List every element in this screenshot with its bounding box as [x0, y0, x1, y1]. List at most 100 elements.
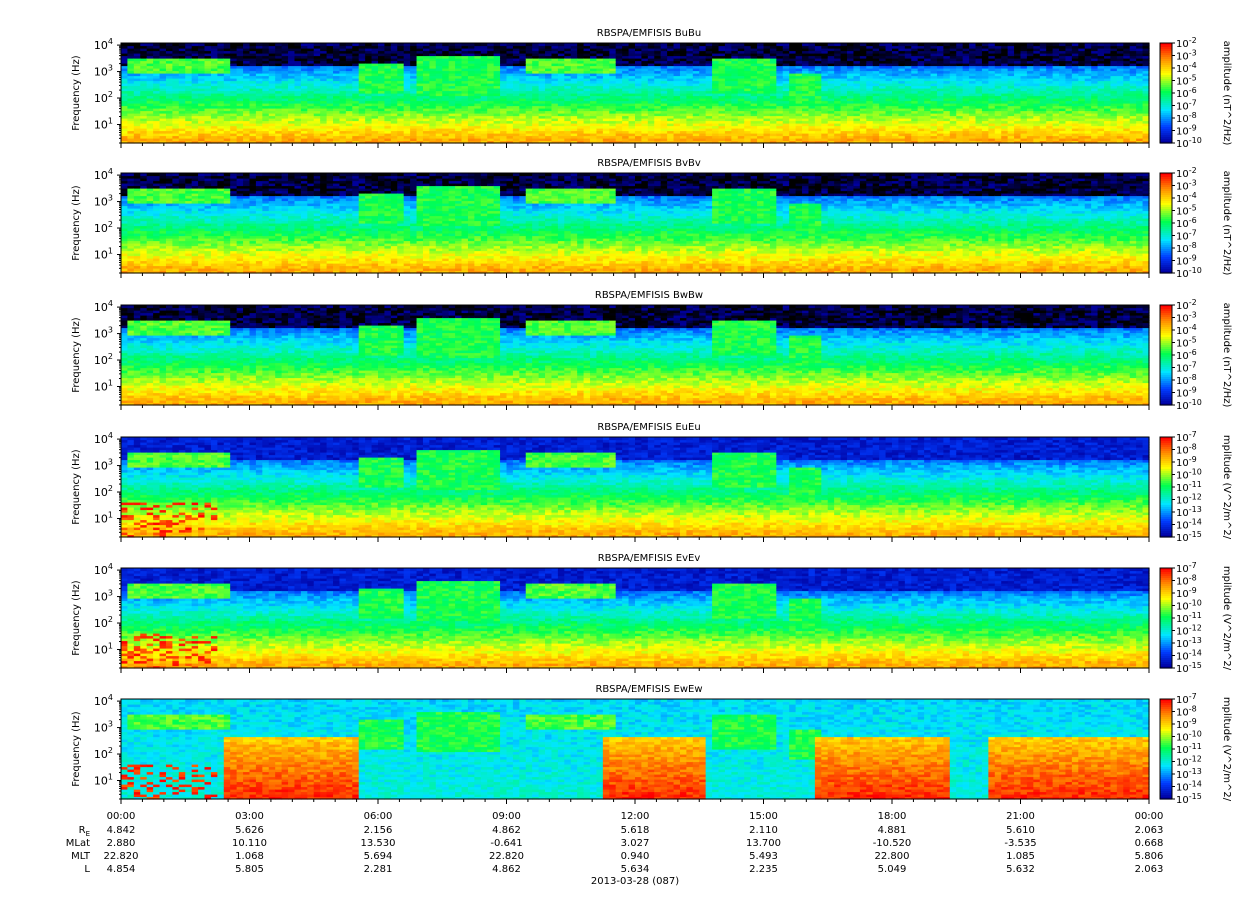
colorbar-tick-label: 10-15 [1176, 792, 1202, 806]
colorbar-tick-label: 10-12 [1176, 755, 1202, 769]
colorbar-tick-label: 10-6 [1176, 216, 1197, 230]
ephemeris-value: 2.110 [749, 825, 778, 836]
colorbar: 10-210-310-410-510-610-710-810-910-10 amp… [1159, 298, 1232, 412]
ephemeris-value: 10.110 [232, 838, 267, 849]
y-axis-label: Frequency (Hz) [71, 711, 82, 787]
colorbar-tick-label: 10-7 [1176, 561, 1197, 575]
ephemeris-value: 2.281 [364, 864, 393, 875]
ephemeris-value: -0.641 [490, 838, 522, 849]
colorbar-tick-label: 10-13 [1176, 505, 1202, 519]
y-axis-label: Frequency (Hz) [71, 185, 82, 261]
ephemeris-value: 5.634 [621, 864, 650, 875]
colorbar-tick-label: 10-11 [1176, 742, 1202, 756]
colorbar-tick-label: 10-3 [1176, 311, 1197, 325]
ephemeris-value: 2.063 [1135, 864, 1164, 875]
spectrogram-image [121, 437, 1150, 538]
colorbar: 10-710-810-910-1010-1110-1210-1310-1410-… [1159, 430, 1232, 544]
y-axis-label: Frequency (Hz) [71, 55, 82, 131]
date-label: 2013-03-28 (087) [591, 876, 679, 887]
ephemeris-table: RE 4.842 5.626 2.156 4.862 5.618 2.110 4.881 5.6… [66, 825, 1164, 875]
x-tick-label: 06:00 [364, 811, 393, 822]
panel-title: RBSPA/EMFISIS EuEu [597, 422, 700, 433]
ephemeris-value: 2.156 [364, 825, 393, 836]
ephemeris-value: 1.068 [235, 851, 264, 862]
colorbar-tick-label: 10-12 [1176, 493, 1202, 507]
colorbar-tick-label: 10-8 [1176, 705, 1197, 719]
x-tick-label: 18:00 [878, 811, 907, 822]
ephemeris-value: 4.862 [492, 864, 521, 875]
x-tick-label: 03:00 [235, 811, 264, 822]
y-tick-label: 101 [94, 246, 113, 261]
ephemeris-label: L [84, 864, 90, 875]
y-tick-label: 102 [94, 90, 113, 105]
x-tick-label: 15:00 [749, 811, 778, 822]
colorbar-tick-label: 10-12 [1176, 624, 1202, 638]
ephemeris-value: 0.940 [621, 851, 650, 862]
colorbar-tick-label: 10-3 [1176, 179, 1197, 193]
colorbar-tick-label: 10-9 [1176, 386, 1197, 400]
ephemeris-value: 5.805 [235, 864, 264, 875]
panel-title: RBSPA/EMFISIS EvEv [598, 553, 701, 564]
spectrogram-image [121, 305, 1150, 406]
colorbar-tick-label: 10-13 [1176, 767, 1202, 781]
colorbar-tick-label: 10-15 [1176, 661, 1202, 675]
colorbar-tick-label: 10-10 [1176, 266, 1202, 280]
colorbar-tick-label: 10-9 [1176, 717, 1197, 731]
colorbar-tick-label: 10-7 [1176, 361, 1197, 375]
panel-1: RBSPA/EMFISIS BuBu 101 102 103 104 Frequency … [71, 28, 1232, 150]
ephemeris-value: -3.535 [1004, 838, 1036, 849]
ephemeris-value: 22.800 [875, 851, 910, 862]
y-axis-label: Frequency (Hz) [71, 580, 82, 656]
colorbar-tick-label: 10-2 [1176, 36, 1197, 50]
colorbar-tick-label: 10-10 [1176, 599, 1202, 613]
y-tick-label: 104 [94, 37, 113, 52]
y-tick-label: 103 [94, 326, 113, 341]
colorbar-tick-label: 10-8 [1176, 111, 1197, 125]
ephemeris-value: 4.842 [107, 825, 136, 836]
y-tick-label: 104 [94, 299, 113, 314]
ephemeris-label: RE [79, 825, 90, 838]
spectrogram-image [121, 43, 1150, 144]
y-tick-label: 102 [94, 352, 113, 367]
colorbar-tick-label: 10-11 [1176, 480, 1202, 494]
ephemeris-value: 5.626 [235, 825, 264, 836]
colorbar-tick-label: 10-10 [1176, 398, 1202, 412]
colorbar-tick-label: 10-4 [1176, 61, 1197, 75]
colorbar-tick-label: 10-10 [1176, 136, 1202, 150]
y-tick-label: 103 [94, 458, 113, 473]
colorbar-tick-label: 10-7 [1176, 430, 1197, 444]
colorbar-tick-label: 10-6 [1176, 86, 1197, 100]
y-tick-label: 102 [94, 615, 113, 630]
colorbar-tick-label: 10-8 [1176, 373, 1197, 387]
y-tick-label: 104 [94, 431, 113, 446]
colorbar-tick-label: 10-2 [1176, 298, 1197, 312]
time-axis: 00:00 03:00 06:00 09:00 12:00 15:00 18:00 21:00… [107, 811, 1164, 822]
colorbar-tick-label: 10-5 [1176, 204, 1197, 218]
x-tick-label: 00:00 [1135, 811, 1164, 822]
panel-6: RBSPA/EMFISIS EwEw 101 102 103 104 Frequency … [71, 684, 1232, 806]
colorbar: 10-710-810-910-1010-1110-1210-1310-1410-… [1159, 692, 1232, 806]
ephemeris-value: 2.063 [1135, 825, 1164, 836]
colorbar-tick-label: 10-13 [1176, 636, 1202, 650]
colorbar-tick-label: 10-4 [1176, 191, 1197, 205]
colorbar-tick-label: 10-9 [1176, 254, 1197, 268]
ephemeris-value: 5.610 [1006, 825, 1035, 836]
colorbar-tick-label: 10-11 [1176, 611, 1202, 625]
y-tick-label: 104 [94, 562, 113, 577]
y-tick-label: 103 [94, 64, 113, 79]
colorbar-tick-label: 10-6 [1176, 348, 1197, 362]
colorbar-tick-label: 10-9 [1176, 455, 1197, 469]
colorbar-tick-label: 10-8 [1176, 443, 1197, 457]
y-tick-label: 104 [94, 167, 113, 182]
y-tick-label: 102 [94, 220, 113, 235]
panels-group: RBSPA/EMFISIS BuBu 101 102 103 104 Frequency … [71, 28, 1232, 806]
colorbar-tick-label: 10-5 [1176, 74, 1197, 88]
ephemeris-value: 2.235 [749, 864, 778, 875]
ephemeris-label: MLat [66, 838, 90, 849]
y-axis-label: Frequency (Hz) [71, 317, 82, 393]
y-tick-label: 101 [94, 378, 113, 393]
panel-title: RBSPA/EMFISIS BuBu [597, 28, 701, 39]
colorbar-tick-label: 10-4 [1176, 323, 1197, 337]
x-tick-label: 09:00 [492, 811, 521, 822]
panel-title: RBSPA/EMFISIS EwEw [595, 684, 702, 695]
